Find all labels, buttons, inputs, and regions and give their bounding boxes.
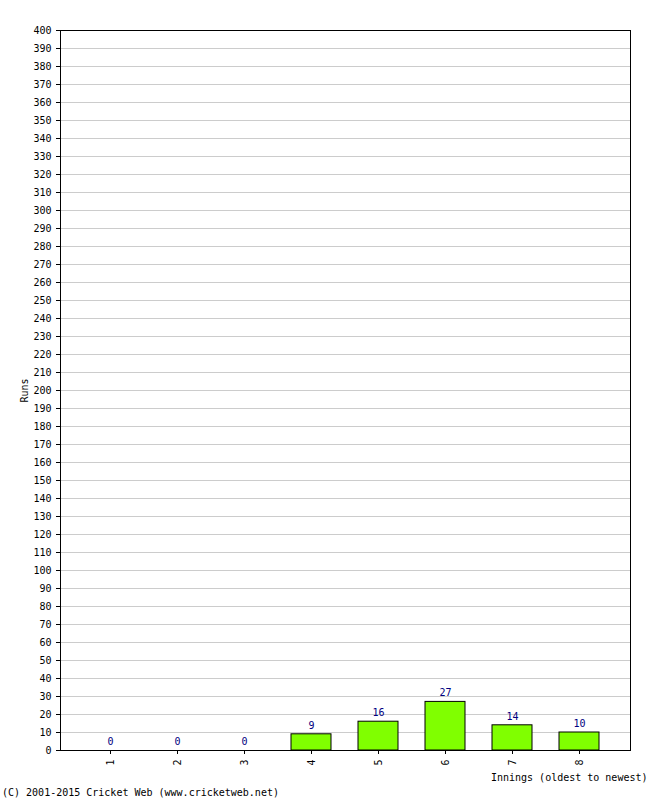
svg-text:Innings (oldest to newest): Innings (oldest to newest) [491, 772, 648, 783]
svg-text:60: 60 [39, 637, 51, 648]
svg-text:340: 340 [33, 133, 51, 144]
svg-text:5: 5 [373, 760, 384, 766]
svg-text:1: 1 [105, 760, 116, 766]
svg-text:16: 16 [372, 707, 384, 718]
svg-text:Runs: Runs [19, 378, 30, 402]
svg-text:80: 80 [39, 601, 51, 612]
svg-text:370: 370 [33, 79, 51, 90]
svg-text:220: 220 [33, 349, 51, 360]
svg-text:170: 170 [33, 439, 51, 450]
svg-text:330: 330 [33, 151, 51, 162]
svg-text:270: 270 [33, 259, 51, 270]
svg-text:310: 310 [33, 187, 51, 198]
svg-text:380: 380 [33, 61, 51, 72]
svg-text:360: 360 [33, 97, 51, 108]
svg-text:390: 390 [33, 43, 51, 54]
svg-text:210: 210 [33, 367, 51, 378]
svg-text:180: 180 [33, 421, 51, 432]
svg-text:100: 100 [33, 565, 51, 576]
svg-text:7: 7 [507, 760, 518, 766]
svg-text:8: 8 [574, 760, 585, 766]
svg-text:130: 130 [33, 511, 51, 522]
svg-text:320: 320 [33, 169, 51, 180]
svg-text:300: 300 [33, 205, 51, 216]
svg-text:50: 50 [39, 655, 51, 666]
svg-text:9: 9 [308, 720, 314, 731]
svg-text:14: 14 [506, 711, 518, 722]
svg-text:190: 190 [33, 403, 51, 414]
svg-text:10: 10 [39, 727, 51, 738]
svg-text:400: 400 [33, 25, 51, 36]
svg-text:110: 110 [33, 547, 51, 558]
svg-text:260: 260 [33, 277, 51, 288]
svg-text:200: 200 [33, 385, 51, 396]
svg-text:250: 250 [33, 295, 51, 306]
svg-text:2: 2 [172, 760, 183, 766]
svg-text:240: 240 [33, 313, 51, 324]
svg-text:0: 0 [241, 736, 247, 747]
svg-text:30: 30 [39, 691, 51, 702]
svg-text:0: 0 [45, 745, 51, 756]
svg-text:230: 230 [33, 331, 51, 342]
svg-text:280: 280 [33, 241, 51, 252]
svg-text:0: 0 [174, 736, 180, 747]
svg-text:290: 290 [33, 223, 51, 234]
svg-text:40: 40 [39, 673, 51, 684]
svg-text:4: 4 [306, 760, 317, 766]
svg-text:160: 160 [33, 457, 51, 468]
svg-text:10: 10 [573, 718, 585, 729]
svg-text:27: 27 [439, 687, 451, 698]
svg-text:150: 150 [33, 475, 51, 486]
svg-text:90: 90 [39, 583, 51, 594]
svg-text:6: 6 [440, 760, 451, 766]
svg-text:70: 70 [39, 619, 51, 630]
svg-text:140: 140 [33, 493, 51, 504]
svg-text:0: 0 [107, 736, 113, 747]
html-text:(C) 2001-2015 Cricket Web (www: (C) 2001-2015 Cricket Web (www.cricketwe… [2, 787, 279, 798]
svg-text:120: 120 [33, 529, 51, 540]
svg-text:3: 3 [239, 760, 250, 766]
svg-text:350: 350 [33, 115, 51, 126]
svg-text:20: 20 [39, 709, 51, 720]
